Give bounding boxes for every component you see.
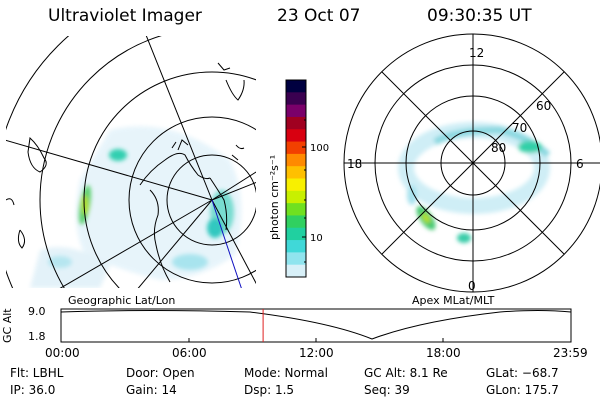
polar-plot: 12 6 0 18 60 70 80 bbox=[343, 33, 600, 293]
status-gain: Gain: 14 bbox=[126, 383, 177, 397]
instrument-title: Ultraviolet Imager bbox=[48, 6, 202, 26]
status-glon: GLon: 175.7 bbox=[486, 383, 559, 397]
mlt-label-0: 0 bbox=[468, 279, 476, 293]
colorbar-segment bbox=[286, 116, 306, 130]
altitude-xtick-0600: 06:00 bbox=[172, 346, 207, 360]
altitude-ytick-top: 9.0 bbox=[28, 305, 46, 318]
colorbar-segment bbox=[286, 264, 306, 278]
altitude-plot bbox=[60, 308, 572, 343]
status-dsp: Dsp: 1.5 bbox=[244, 383, 295, 397]
colorbar-segment bbox=[286, 240, 306, 253]
reference-meridian bbox=[211, 199, 242, 288]
altitude-curve bbox=[60, 310, 572, 340]
altitude-xtick-2359: 23:59 bbox=[553, 346, 588, 360]
apex-caption: Apex MLat/MLT bbox=[412, 294, 495, 307]
status-mode: Mode: Normal bbox=[244, 366, 328, 380]
colorbar-ticks bbox=[302, 119, 306, 263]
polar-labels: 12 6 0 18 60 70 80 bbox=[347, 46, 584, 293]
colorbar-segment bbox=[286, 215, 306, 229]
altitude-xtick-0000: 00:00 bbox=[45, 346, 80, 360]
colorbar-frame bbox=[285, 79, 307, 278]
image-time: 09:30:35 UT bbox=[427, 6, 532, 26]
status-door: Door: Open bbox=[126, 366, 195, 380]
mlt-label-18: 18 bbox=[347, 157, 362, 171]
colorbar-segment bbox=[286, 203, 306, 216]
latitude-grid bbox=[6, 36, 256, 288]
colorbar-segment bbox=[286, 252, 306, 266]
status-gc-alt: GC Alt: 8.1 Re bbox=[364, 366, 448, 380]
image-date: 23 Oct 07 bbox=[277, 6, 361, 26]
polar-spokes bbox=[344, 34, 600, 292]
altitude-x-ticks bbox=[60, 338, 572, 342]
altitude-xtick-1800: 18:00 bbox=[426, 346, 461, 360]
coastlines bbox=[6, 62, 245, 283]
status-filter: Flt: LBHL bbox=[10, 366, 64, 380]
altitude-xtick-1200: 12:00 bbox=[299, 346, 334, 360]
colorbar-segment bbox=[286, 153, 306, 167]
colorbar-tick-10: 10 bbox=[310, 233, 323, 244]
colorbar-segment bbox=[286, 104, 306, 118]
aurora-emission-left bbox=[48, 149, 234, 270]
aurora-oval bbox=[398, 122, 551, 243]
mlt-label-6: 6 bbox=[576, 157, 584, 171]
colorbar-segment bbox=[286, 129, 306, 143]
colorbar-segment bbox=[286, 92, 306, 106]
geographic-caption: Geographic Lat/Lon bbox=[68, 294, 176, 307]
mlat-label-80: 80 bbox=[491, 141, 506, 155]
altitude-ytick-bottom: 1.8 bbox=[28, 330, 46, 343]
colorbar-segment bbox=[286, 80, 306, 93]
status-seq: Seq: 39 bbox=[364, 383, 410, 397]
mlat-label-70: 70 bbox=[512, 121, 527, 135]
status-glat: GLat: −68.7 bbox=[486, 366, 559, 380]
geographic-map bbox=[6, 36, 256, 288]
colorbar-segment bbox=[286, 178, 306, 192]
altitude-frame bbox=[60, 308, 572, 343]
altitude-ylabel: GC Alt bbox=[1, 308, 14, 343]
colorbar-segment bbox=[286, 190, 306, 204]
colorbar bbox=[286, 80, 306, 278]
colorbar-tick-labels: 100 10 bbox=[310, 143, 329, 244]
mlat-label-60: 60 bbox=[536, 99, 551, 113]
colorbar-tick-100: 100 bbox=[310, 143, 329, 154]
mlt-label-12: 12 bbox=[469, 46, 484, 60]
colorbar-segment bbox=[286, 166, 306, 179]
colorbar-segment bbox=[286, 227, 306, 241]
longitude-grid bbox=[6, 36, 256, 288]
status-ip: IP: 36.0 bbox=[10, 383, 56, 397]
colorbar-segment bbox=[286, 141, 306, 155]
colorbar-unit-label: photon cm⁻²s⁻¹ bbox=[268, 155, 281, 240]
